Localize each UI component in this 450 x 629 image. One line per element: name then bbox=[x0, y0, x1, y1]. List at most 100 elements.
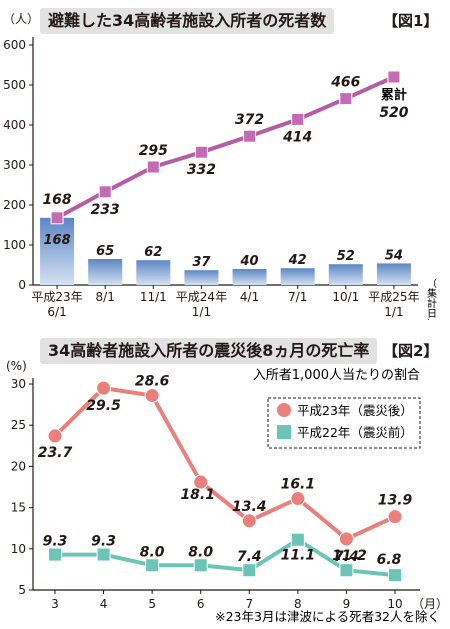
chart2-data-label: 16.1 bbox=[281, 477, 316, 493]
chart1-x-tick-label: 7/1 bbox=[288, 290, 307, 304]
chart2-data-label: 28.6 bbox=[135, 374, 170, 390]
chart1-y-tick-label: 600 bbox=[3, 38, 26, 52]
chart2-y-tick-label: 15 bbox=[11, 501, 26, 515]
chart1-bar-label: 54 bbox=[385, 248, 403, 263]
chart1-bar-label: 52 bbox=[337, 249, 355, 264]
chart1-bar bbox=[328, 264, 363, 285]
chart2-point bbox=[242, 563, 257, 578]
chart2-y-tick-label: 5 bbox=[18, 583, 26, 597]
chart2-data-label: 8.0 bbox=[188, 544, 213, 560]
chart2-point bbox=[339, 563, 354, 578]
chart1-x-tick-label: 1/1 bbox=[384, 305, 403, 319]
chart2-data-label: 7.4 bbox=[334, 549, 359, 565]
chart1-y-tick-label: 400 bbox=[3, 118, 26, 132]
chart1-bar-label: 65 bbox=[96, 244, 114, 259]
chart2-legend-marker bbox=[277, 403, 291, 417]
chart2-data-label: 7.4 bbox=[237, 549, 262, 565]
chart2-data-label: 23.7 bbox=[38, 445, 73, 461]
chart2-data-label: 11.1 bbox=[281, 548, 316, 564]
chart1-cumulative-marker bbox=[194, 145, 208, 159]
chart1-bar bbox=[88, 259, 123, 285]
chart2-point bbox=[96, 380, 112, 396]
chart2-point bbox=[388, 568, 402, 583]
chart2-title: 34高齢者施設入所者の震災後8ヵ月の死亡率 bbox=[40, 338, 378, 364]
chart2-y-tick-label: 10 bbox=[11, 542, 26, 556]
chart2: 入所者1,000人当たりの割合 (%) 5 10 15 20 25 30 3 4 5 6 7 8 9 10 （月… bbox=[6, 359, 448, 624]
chart1-bar bbox=[232, 269, 267, 285]
chart1-y-tick-label: 200 bbox=[3, 198, 26, 212]
chart2-data-label: 6.8 bbox=[377, 552, 402, 568]
chart2-point bbox=[48, 547, 62, 562]
chart1-bar-label: 37 bbox=[192, 255, 211, 270]
chart1-x-tick-label: 11/1 bbox=[140, 290, 167, 304]
chart1-cumulative-marker bbox=[50, 211, 64, 225]
chart1-cumulative-label: 168 bbox=[42, 192, 71, 208]
chart2-point bbox=[193, 474, 209, 490]
chart1-y-tick-label: 500 bbox=[3, 78, 26, 92]
chart2-data-label: 9.3 bbox=[91, 534, 116, 550]
chart2-point bbox=[193, 558, 208, 573]
chart1-cumulative-marker bbox=[146, 160, 160, 174]
chart1-xlabel-char: 日 bbox=[427, 309, 437, 320]
chart2-x-tick-label: 3 bbox=[51, 597, 59, 611]
chart2-point bbox=[96, 547, 111, 562]
chart1-x-tick-label: 8/1 bbox=[96, 290, 115, 304]
chart2-subtitle: 入所者1,000人当たりの割合 bbox=[253, 367, 420, 383]
chart1-cumulative-label: 233 bbox=[91, 202, 120, 218]
chart2-point bbox=[144, 388, 160, 404]
chart1-bar bbox=[184, 270, 219, 285]
chart1-cumulative-marker bbox=[243, 129, 257, 143]
chart1-x-tick-label: 平成24年 bbox=[176, 290, 227, 304]
chart1-cumulative-marker bbox=[291, 112, 305, 126]
chart1-x-tick-label: 6/1 bbox=[47, 305, 66, 319]
chart2-point bbox=[338, 531, 354, 547]
chart1-cumulative-label: 520 bbox=[379, 105, 408, 121]
chart1-cumulative-label: 332 bbox=[187, 162, 216, 178]
chart1-cumulative-label: 372 bbox=[235, 112, 264, 128]
chart1-xlabel-char: ） bbox=[427, 318, 437, 320]
chart2-x-tick-label: 10 bbox=[387, 597, 402, 611]
chart1-bar-label: 62 bbox=[144, 245, 162, 260]
chart2-y-tick-label: 20 bbox=[11, 459, 26, 473]
chart2-data-label: 18.1 bbox=[180, 487, 215, 503]
chart2-data-label: 29.5 bbox=[86, 398, 121, 414]
chart2-x-tick-label: 8 bbox=[294, 597, 302, 611]
chart2-x-tick-label: 4 bbox=[100, 597, 108, 611]
chart1-x-tick-label: 4/1 bbox=[240, 290, 259, 304]
chart2-ylabel: (%) bbox=[6, 359, 27, 373]
chart1-xlabel-char: 計 bbox=[427, 297, 437, 310]
chart2-point bbox=[47, 428, 63, 444]
chart1-cumulative-label: 295 bbox=[139, 143, 168, 159]
chart2-fig-label: 【図2】 bbox=[383, 342, 439, 360]
chart1: （人） 0 100 200 300 400 500 600 168 65 62 37 40 42 52 54 平… bbox=[3, 12, 437, 320]
chart1-ylabel: （人） bbox=[3, 12, 39, 26]
chart2-point bbox=[145, 558, 160, 573]
chart2-x-tick-label: 7 bbox=[245, 597, 253, 611]
chart1-bar-label: 168 bbox=[43, 233, 70, 248]
chart1-cumulative-marker bbox=[339, 92, 353, 106]
chart1-cumulative-label: 414 bbox=[282, 129, 312, 145]
chart1-xlabel-char: （ bbox=[427, 278, 437, 290]
chart2-point bbox=[387, 509, 403, 525]
chart1-bar bbox=[280, 268, 315, 285]
chart2-data-label: 8.0 bbox=[140, 544, 165, 560]
chart1-series-name: 累計 bbox=[381, 87, 407, 103]
chart1-bar-label: 40 bbox=[240, 254, 259, 269]
chart2-x-tick-label: 5 bbox=[148, 597, 156, 611]
chart2-point bbox=[241, 513, 257, 529]
chart1-cumulative-marker bbox=[98, 185, 112, 199]
chart1-y-tick-label: 300 bbox=[3, 158, 26, 172]
chart1-cumulative-line bbox=[56, 75, 395, 220]
chart1-x-tick-label: 平成23年 bbox=[31, 290, 82, 304]
chart2-legend-label: 平成22年（震災前） bbox=[297, 425, 413, 440]
chart2-legend-marker bbox=[277, 425, 291, 439]
chart1-cumulative-label: 466 bbox=[330, 75, 360, 91]
chart1-bar bbox=[40, 217, 75, 285]
chart2-y-tick-label: 25 bbox=[11, 418, 26, 432]
chart1-x-tick-label: 1/1 bbox=[192, 305, 211, 319]
chart2-data-label: 13.9 bbox=[378, 493, 413, 509]
chart1-bar-label: 42 bbox=[288, 253, 307, 268]
chart2-data-label: 9.3 bbox=[43, 534, 68, 550]
chart2-footnote: ※23年3月は津波による死者32人を除く bbox=[215, 609, 440, 624]
chart2-series-line bbox=[53, 385, 396, 542]
